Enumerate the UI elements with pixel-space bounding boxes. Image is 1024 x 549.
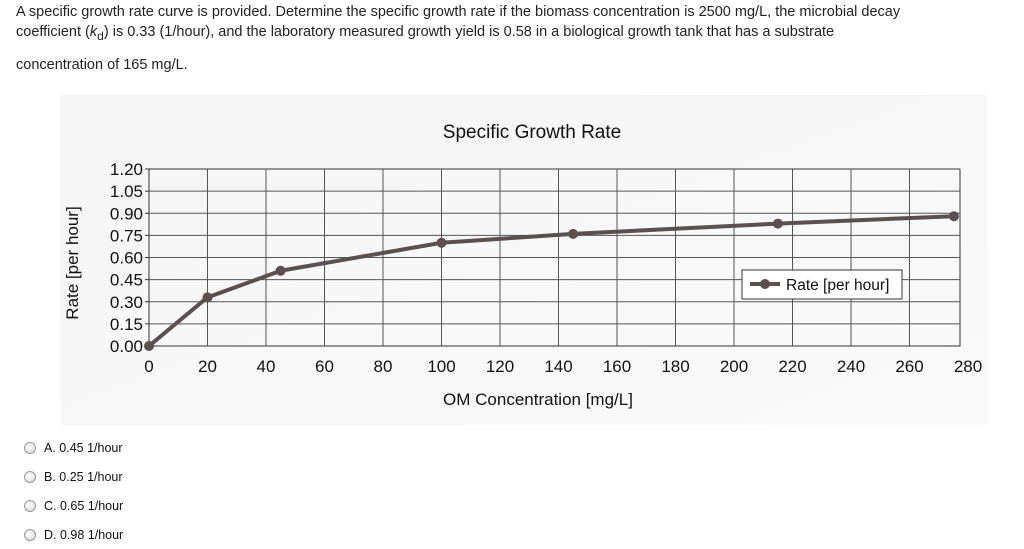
x-tick-label: 280 (954, 357, 982, 376)
y-tick-label: 0.45 (110, 271, 143, 290)
answer-choices: A. 0.45 1/hour B. 0.25 1/hour C. 0.65 1/… (24, 433, 123, 549)
radio-button-icon[interactable] (24, 499, 36, 512)
question-text: A specific growth rate curve is provided… (16, 2, 1006, 75)
choice-b[interactable]: B. 0.25 1/hour (24, 462, 123, 491)
question-line-2-end: ) is 0.33 (1/hour), and the laboratory m… (103, 24, 835, 40)
legend-marker (760, 279, 770, 289)
x-tick-label: 180 (661, 357, 689, 376)
legend-label: Rate [per hour] (786, 277, 889, 294)
x-tick-label: 260 (895, 357, 923, 376)
choice-c-label: C. 0.65 1/hour (44, 498, 124, 513)
y-tick-label: 1.20 (110, 160, 143, 179)
choice-b-label: B. 0.25 1/hour (44, 469, 123, 484)
chart-svg: 0.00 0.15 0.30 0.45 0.60 0.75 0.90 1.05 1.20 0 20 4… (60, 95, 988, 425)
choice-d[interactable]: D. 0.98 1/hour (24, 520, 123, 549)
x-tick-label: 160 (603, 357, 631, 376)
decay-symbol: k (89, 24, 98, 40)
x-tick-label: 120 (486, 357, 514, 376)
y-tick-label: 0.90 (110, 204, 143, 223)
choice-a[interactable]: A. 0.45 1/hour (24, 433, 123, 462)
series-point (772, 218, 783, 229)
x-tick-label: 40 (257, 357, 276, 376)
decay-subscript: d (97, 28, 104, 43)
x-tick-label: 100 (427, 357, 455, 376)
y-tick-label: 0.00 (110, 337, 143, 356)
radio-button-icon[interactable] (24, 528, 36, 541)
y-tick-label: 0.75 (110, 226, 143, 245)
choice-d-label: D. 0.98 1/hour (44, 527, 124, 542)
x-tick-label: 240 (837, 357, 865, 376)
y-tick-label: 0.30 (110, 293, 143, 312)
choice-c[interactable]: C. 0.65 1/hour (24, 491, 123, 520)
radio-button-icon[interactable] (24, 441, 36, 454)
y-tick-label: 1.05 (110, 182, 143, 201)
y-axis-label: Rate [per hour] (63, 206, 82, 319)
question-line-3: concentration of 165 mg/L. (16, 56, 188, 73)
y-tick-label: 0.15 (110, 315, 143, 334)
series-point (949, 211, 959, 222)
series-point (568, 228, 579, 239)
choice-a-label: A. 0.45 1/hour (44, 440, 123, 455)
x-tick-label: 60 (315, 357, 334, 376)
x-tick-label: 0 (144, 357, 153, 376)
legend-box (741, 269, 903, 300)
growth-rate-chart: 0.00 0.15 0.30 0.45 0.60 0.75 0.90 1.05 1.20 0 20 4… (60, 95, 988, 425)
x-tick-label: 80 (374, 357, 393, 376)
x-tick-label: 20 (198, 357, 217, 376)
y-tick-label: 0.60 (110, 249, 143, 268)
series-point (144, 341, 154, 351)
question-line-1: A specific growth rate curve is provided… (16, 4, 901, 20)
x-axis-label: OM Concentration [mg/L] (443, 390, 633, 409)
series-point (436, 237, 447, 248)
radio-button-icon[interactable] (24, 470, 36, 483)
x-tick-label: 220 (778, 357, 806, 376)
series-point (275, 265, 286, 276)
scan-background (60, 95, 988, 425)
x-tick-label: 200 (720, 357, 748, 376)
question-line-2-start: coefficient ( (16, 24, 90, 40)
x-tick-label: 140 (544, 357, 572, 376)
chart-title: Specific Growth Rate (443, 122, 621, 143)
series-point (202, 292, 213, 303)
question-line-2: coefficient (kd) is 0.33 (1/hour), and t… (16, 22, 1006, 46)
